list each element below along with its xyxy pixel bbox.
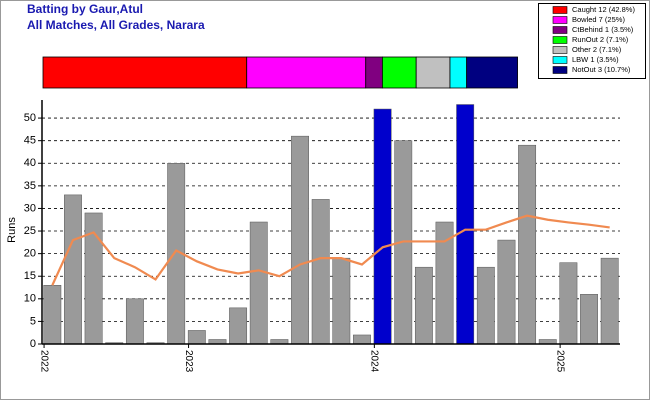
chart-title: Batting by Gaur,Atul xyxy=(27,2,143,16)
bar xyxy=(249,221,268,345)
dismissal-segment xyxy=(449,56,468,89)
legend-label: Caught 12 (42.8%) xyxy=(572,5,635,14)
y-tick-label: 50 xyxy=(24,112,36,124)
legend-swatch xyxy=(552,16,568,24)
bar xyxy=(353,334,371,345)
legend-label: CtBehind 1 (3.5%) xyxy=(572,25,634,34)
legend-swatch xyxy=(552,46,568,54)
bar xyxy=(497,239,516,345)
y-tick-label: 45 xyxy=(24,135,36,147)
dismissal-segment xyxy=(415,56,451,89)
bar xyxy=(518,144,537,345)
bar xyxy=(64,194,82,345)
y-tick-label: 30 xyxy=(24,202,36,214)
bar xyxy=(414,266,433,345)
legend-swatch xyxy=(552,36,568,44)
legend-label: RunOut 2 (7.1%) xyxy=(572,35,629,44)
y-tick-label: 35 xyxy=(24,180,36,192)
y-tick-label: 10 xyxy=(24,293,36,305)
legend-swatch xyxy=(552,26,568,34)
dismissal-segment xyxy=(466,56,518,89)
bar xyxy=(332,257,351,345)
y-tick-label: 5 xyxy=(30,315,36,327)
y-tick-label: 15 xyxy=(24,270,36,282)
bar xyxy=(580,294,598,345)
bar xyxy=(559,262,578,345)
dismissal-segment xyxy=(42,56,248,89)
y-tick-label: 25 xyxy=(24,225,36,237)
dismissal-segment xyxy=(365,56,383,89)
y-tick-label: 20 xyxy=(24,248,36,260)
chart-subtitle: All Matches, All Grades, Narara xyxy=(27,18,205,32)
bar xyxy=(456,104,475,345)
x-tick-label: 2023 xyxy=(183,350,194,373)
bar xyxy=(43,285,62,345)
bar xyxy=(229,307,248,345)
dismissal-segment xyxy=(381,56,417,89)
x-tick-label: 2022 xyxy=(38,350,49,373)
bar xyxy=(476,266,495,345)
y-axis-label: Runs xyxy=(6,217,18,243)
legend-swatch xyxy=(552,66,568,74)
legend-label: Other 2 (7.1%) xyxy=(572,45,622,54)
legend-label: LBW 1 (3.5%) xyxy=(572,55,619,64)
legend-label: NotOut 3 (10.7%) xyxy=(572,65,631,74)
legend-swatch xyxy=(552,56,568,64)
y-tick-label: 0 xyxy=(30,338,36,350)
x-tick-label: 2025 xyxy=(554,350,565,373)
bar xyxy=(600,257,619,345)
y-tick-label: 40 xyxy=(24,157,36,169)
x-tick-label: 2024 xyxy=(369,350,380,373)
average-line xyxy=(51,214,610,286)
bar xyxy=(311,199,330,345)
dismissal-segment xyxy=(246,56,367,89)
legend-label: Bowled 7 (25%) xyxy=(572,15,625,24)
bar xyxy=(125,298,144,345)
bar xyxy=(373,108,392,345)
bar xyxy=(291,135,309,345)
bar xyxy=(187,330,206,345)
legend-swatch xyxy=(552,6,568,14)
